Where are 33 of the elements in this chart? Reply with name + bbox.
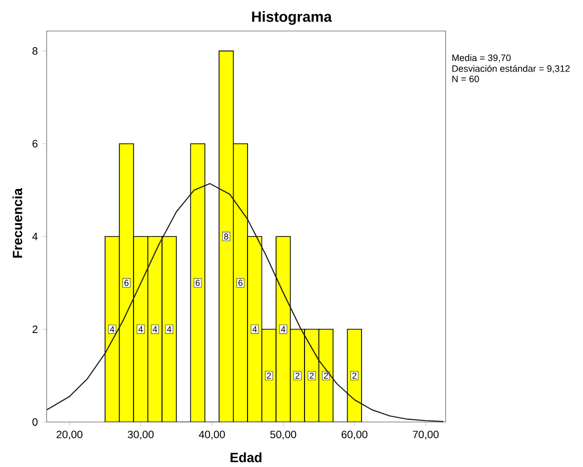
x-axis-title: Edad: [230, 452, 262, 462]
data-label: 2: [324, 372, 328, 379]
data-label: 2: [352, 372, 356, 379]
y-tick-label: 6: [32, 140, 38, 148]
data-label: 2: [266, 372, 271, 379]
data-label: 8: [224, 234, 228, 240]
data-label: 2: [310, 372, 314, 379]
data-label: 2: [295, 372, 300, 379]
data-label: 4: [167, 326, 172, 332]
text: Media = 39,70: [452, 54, 511, 62]
data-label: 4: [152, 326, 158, 332]
x-tick-label: 50,00: [270, 430, 296, 440]
data-label: 4: [110, 326, 114, 332]
y-tick-label: 2: [32, 326, 38, 334]
y-tick-label: 0: [32, 418, 38, 426]
data-label: 6: [124, 280, 128, 286]
x-tick-label: 60,00: [342, 430, 368, 440]
x-tick-label: 30,00: [128, 430, 154, 440]
y-tick-label: 4: [32, 232, 38, 240]
text: N = 60: [452, 76, 479, 82]
text: Desviación estándar = 9,312: [452, 65, 570, 74]
y-tick-label: 8: [32, 47, 38, 55]
chart-title: Histograma: [252, 11, 332, 26]
x-tick-label: 70,00: [412, 430, 439, 440]
data-label: 6: [238, 280, 242, 286]
y-axis-title: Frecuencia: [12, 188, 22, 258]
data-label: 4: [252, 326, 257, 332]
data-label: 4: [138, 326, 143, 332]
x-tick-label: 40,00: [198, 430, 225, 440]
x-tick-label: 20,00: [56, 430, 82, 440]
data-label: 4: [281, 326, 286, 332]
data-label: 6: [196, 280, 200, 286]
line-series: [46, 183, 444, 422]
